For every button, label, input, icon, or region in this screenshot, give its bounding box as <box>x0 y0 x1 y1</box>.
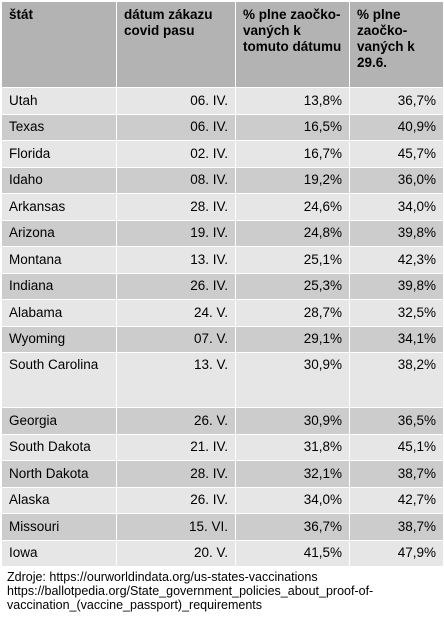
header-state: štát <box>1 1 117 88</box>
source-line: vaccination_(vaccine_passport)_requireme… <box>7 598 262 612</box>
cell-vaccinated-at-date: 36,7% <box>235 513 350 541</box>
table-row: Georgia 26. V. 30,9% 36,5% <box>1 407 444 435</box>
source-line: https://ballotpedia.org/State_government… <box>7 584 374 598</box>
cell-ban-date: 02. IV. <box>116 140 236 168</box>
cell-state: Alaska <box>1 486 117 514</box>
cell-vaccinated-at-date: 28,7% <box>235 299 350 327</box>
cell-vaccinated-june: 36,5% <box>349 407 444 435</box>
cell-vaccinated-at-date: 16,7% <box>235 140 350 168</box>
cell-vaccinated-at-date: 41,5% <box>235 539 350 567</box>
cell-vaccinated-june: 34,1% <box>349 325 444 353</box>
cell-vaccinated-at-date: 19,2% <box>235 166 350 194</box>
table-row: Indiana 26. IV. 25,3% 39,8% <box>1 272 444 300</box>
cell-state: South Carolina <box>1 352 117 408</box>
cell-ban-date: 08. IV. <box>116 166 236 194</box>
table-row: Montana 13. IV. 25,1% 42,3% <box>1 246 444 274</box>
table-header-row: štát dátum zákazu covid pasu % plne zaoč… <box>1 1 444 88</box>
table-row: Alabama 24. V. 28,7% 32,5% <box>1 299 444 327</box>
cell-vaccinated-june: 38,7% <box>349 513 444 541</box>
table-row: Idaho 08. IV. 19,2% 36,0% <box>1 166 444 194</box>
cell-ban-date: 13. V. <box>116 352 236 408</box>
cell-vaccinated-june: 39,8% <box>349 272 444 300</box>
cell-state: North Dakota <box>1 460 117 488</box>
table-row: Arkansas 28. IV. 24,6% 34,0% <box>1 193 444 221</box>
header-vaccinated-at-date: % plne zaočko-vaných k tomuto dátumu <box>235 1 350 88</box>
cell-ban-date: 26. V. <box>116 407 236 435</box>
cell-vaccinated-june: 32,5% <box>349 299 444 327</box>
cell-state: Missouri <box>1 513 117 541</box>
cell-state: Arizona <box>1 219 117 247</box>
table-row: South Carolina 13. V. 30,9% 38,2% <box>1 352 444 408</box>
cell-ban-date: 21. IV. <box>116 433 236 461</box>
cell-state: Georgia <box>1 407 117 435</box>
table-row: Texas 06. IV. 16,5% 40,9% <box>1 113 444 141</box>
cell-vaccinated-at-date: 24,8% <box>235 219 350 247</box>
table-body: Utah 06. IV. 13,8% 36,7% Texas 06. IV. 16,5% 40… <box>1 87 444 567</box>
cell-ban-date: 20. V. <box>116 539 236 567</box>
cell-vaccinated-at-date: 13,8% <box>235 87 350 115</box>
cell-state: Arkansas <box>1 193 117 221</box>
cell-vaccinated-june: 45,1% <box>349 433 444 461</box>
cell-vaccinated-june: 36,7% <box>349 87 444 115</box>
cell-ban-date: 07. V. <box>116 325 236 353</box>
cell-vaccinated-at-date: 31,8% <box>235 433 350 461</box>
cell-ban-date: 26. IV. <box>116 486 236 514</box>
cell-vaccinated-june: 40,9% <box>349 113 444 141</box>
cell-vaccinated-at-date: 25,3% <box>235 272 350 300</box>
cell-vaccinated-june: 38,2% <box>349 352 444 408</box>
cell-state: Florida <box>1 140 117 168</box>
cell-vaccinated-june: 42,7% <box>349 486 444 514</box>
cell-vaccinated-june: 36,0% <box>349 166 444 194</box>
cell-ban-date: 28. IV. <box>116 460 236 488</box>
cell-ban-date: 06. IV. <box>116 113 236 141</box>
cell-state: Texas <box>1 113 117 141</box>
cell-ban-date: 13. IV. <box>116 246 236 274</box>
cell-ban-date: 15. VI. <box>116 513 236 541</box>
cell-vaccinated-at-date: 30,9% <box>235 407 350 435</box>
header-ban-date: dátum zákazu covid pasu <box>116 1 236 88</box>
table-row: Alaska 26. IV. 34,0% 42,7% <box>1 486 444 514</box>
source-note: Zdroje: https://ourworldindata.org/us-st… <box>7 570 441 612</box>
cell-vaccinated-june: 34,0% <box>349 193 444 221</box>
cell-state: Indiana <box>1 272 117 300</box>
table-row: Florida 02. IV. 16,7% 45,7% <box>1 140 444 168</box>
cell-ban-date: 06. IV. <box>116 87 236 115</box>
cell-vaccinated-june: 39,8% <box>349 219 444 247</box>
cell-vaccinated-at-date: 24,6% <box>235 193 350 221</box>
cell-state: Montana <box>1 246 117 274</box>
cell-vaccinated-june: 38,7% <box>349 460 444 488</box>
cell-vaccinated-at-date: 29,1% <box>235 325 350 353</box>
table-row: Utah 06. IV. 13,8% 36,7% <box>1 87 444 115</box>
cell-ban-date: 26. IV. <box>116 272 236 300</box>
table-row: North Dakota 28. IV. 32,1% 38,7% <box>1 460 444 488</box>
source-line: Zdroje: https://ourworldindata.org/us-st… <box>7 570 318 584</box>
cell-ban-date: 24. V. <box>116 299 236 327</box>
table-row: Wyoming 07. V. 29,1% 34,1% <box>1 325 444 353</box>
cell-state: Iowa <box>1 539 117 567</box>
cell-vaccinated-at-date: 32,1% <box>235 460 350 488</box>
cell-vaccinated-at-date: 16,5% <box>235 113 350 141</box>
cell-vaccinated-at-date: 34,0% <box>235 486 350 514</box>
vaccination-table: štát dátum zákazu covid pasu % plne zaoč… <box>1 1 444 567</box>
cell-state: Idaho <box>1 166 117 194</box>
cell-ban-date: 19. IV. <box>116 219 236 247</box>
table-row: South Dakota 21. IV. 31,8% 45,1% <box>1 433 444 461</box>
cell-vaccinated-at-date: 30,9% <box>235 352 350 408</box>
cell-vaccinated-at-date: 25,1% <box>235 246 350 274</box>
table-row: Iowa 20. V. 41,5% 47,9% <box>1 539 444 567</box>
cell-ban-date: 28. IV. <box>116 193 236 221</box>
cell-vaccinated-june: 42,3% <box>349 246 444 274</box>
cell-state: Utah <box>1 87 117 115</box>
cell-vaccinated-june: 47,9% <box>349 539 444 567</box>
cell-state: Alabama <box>1 299 117 327</box>
cell-state: Wyoming <box>1 325 117 353</box>
header-vaccinated-june: % plne zaočko-vaných k 29.6. <box>349 1 444 88</box>
table-row: Missouri 15. VI. 36,7% 38,7% <box>1 513 444 541</box>
table-row: Arizona 19. IV. 24,8% 39,8% <box>1 219 444 247</box>
cell-vaccinated-june: 45,7% <box>349 140 444 168</box>
cell-state: South Dakota <box>1 433 117 461</box>
